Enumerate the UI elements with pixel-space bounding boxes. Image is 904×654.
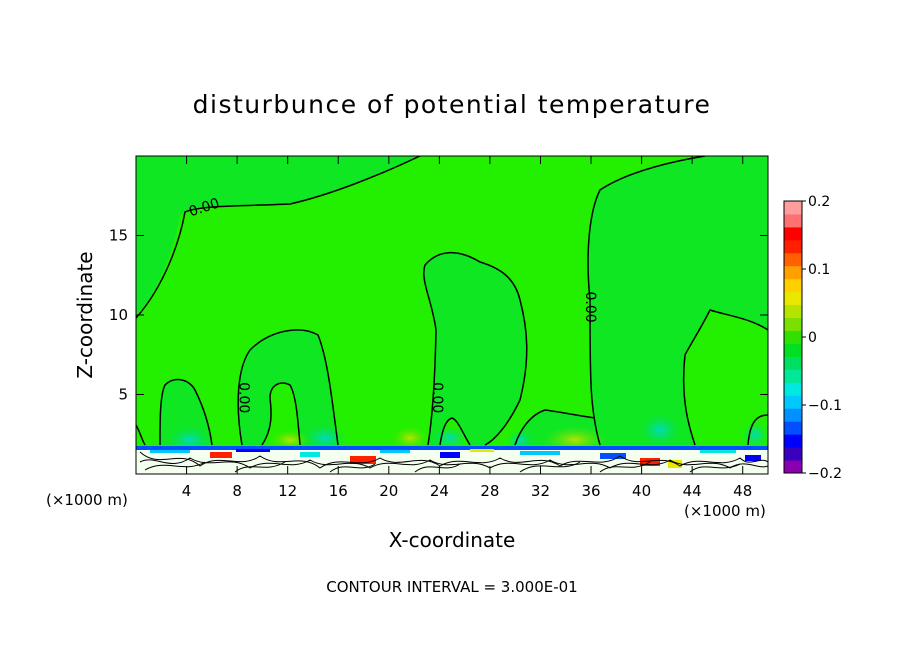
- region-tower: [423, 252, 527, 445]
- colorbar-swatch: [784, 421, 802, 435]
- colorbar-swatch: [784, 239, 802, 254]
- colorbar-tick-label: 0: [808, 330, 817, 346]
- colorbar-swatch: [784, 408, 802, 422]
- colorbar-swatch: [784, 382, 802, 396]
- y-tick-label: 5: [118, 386, 128, 404]
- x-tick-label: 12: [278, 482, 297, 500]
- x-axis-unit-left: (×1000 m): [46, 491, 128, 509]
- colorbar-tick-label: −0.2: [808, 466, 842, 482]
- colorbar-swatch: [784, 213, 802, 228]
- contour-tower-inner: [439, 417, 471, 446]
- colorbar-swatch: [784, 460, 802, 474]
- x-tick-label: 8: [232, 482, 242, 500]
- colorbar-swatch: [784, 265, 802, 280]
- x-tick-label: 16: [329, 482, 348, 500]
- contour-label: 0.00: [582, 291, 598, 322]
- glow-4: [392, 426, 428, 450]
- y-axis-label: Z-coordinate: [73, 251, 97, 378]
- region-right: [588, 156, 768, 445]
- colorbar-tick-label: −0.1: [808, 398, 842, 414]
- region-bump-2: [238, 330, 338, 445]
- contour-mid-bump: [514, 409, 596, 446]
- colorbar-swatch: [784, 304, 802, 319]
- contour-lines: [136, 156, 768, 446]
- colorbar-swatch: [784, 278, 802, 293]
- colorbar-swatch: [784, 226, 802, 241]
- glow-8: [640, 414, 680, 446]
- x-tick-label: 36: [581, 482, 600, 500]
- contour-interval-note: CONTOUR INTERVAL = 3.000E-01: [326, 578, 577, 596]
- x-axis-unit-right: (×1000 m): [684, 502, 766, 520]
- x-axis-label: X-coordinate: [389, 528, 516, 552]
- colorbar-swatch: [784, 447, 802, 461]
- y-tick-label: 15: [109, 227, 128, 245]
- chart-title: disturbunce of potential temperature: [193, 90, 712, 119]
- x-tick-label: 28: [480, 482, 499, 500]
- glow-7: [506, 430, 534, 450]
- x-tick-label: 32: [531, 482, 550, 500]
- colorbar-swatch: [784, 395, 802, 409]
- contour-bump-1: [159, 378, 213, 446]
- contour-right-lobe: [682, 309, 768, 446]
- colorbar-swatch: [784, 330, 802, 344]
- region-upper-left: [136, 156, 420, 315]
- colorbar-swatch: [784, 434, 802, 448]
- contour-bump-2: [237, 329, 339, 446]
- colorbar-swatch: [784, 317, 802, 332]
- glow-9: [741, 421, 768, 449]
- colorbar-swatches: [784, 201, 802, 474]
- x-tick-label: 4: [182, 482, 192, 500]
- contour-label: 0.00: [429, 382, 445, 413]
- y-tick-label: 10: [109, 306, 128, 324]
- colorbar-swatch: [784, 369, 802, 383]
- colorbar-tick-label: 0.1: [808, 262, 830, 278]
- surface-noise: [136, 446, 768, 473]
- contour-bump-2-inner: [261, 382, 301, 446]
- x-tick-label: 40: [632, 482, 651, 500]
- contour-label: 0.00: [236, 382, 252, 413]
- colorbar-swatch: [784, 291, 802, 306]
- colorbar-labels: 0.2 0.1 0 −0.1 −0.2: [802, 194, 842, 482]
- contour-upper-left: [136, 156, 421, 319]
- x-tick-label: 48: [733, 482, 752, 500]
- x-tick-label: 24: [430, 482, 449, 500]
- x-tick-label: 44: [683, 482, 702, 500]
- colorbar-swatch: [784, 356, 802, 370]
- contour-left-edge: [136, 424, 146, 446]
- colorbar-swatch: [784, 201, 802, 215]
- colorbar-swatch: [784, 343, 802, 357]
- glow-5: [432, 426, 468, 450]
- field-blobs: 0.000.00 0.000.00: [136, 156, 768, 474]
- x-tick-label: 20: [379, 482, 398, 500]
- colorbar: 0.2 0.1 0 −0.1 −0.2: [783, 194, 842, 482]
- colorbar-tick-label: 0.2: [808, 194, 830, 210]
- contour-right: [587, 156, 706, 446]
- contour-label-layer: 0.000.00 0.000.00: [187, 195, 598, 413]
- contour-tower: [423, 251, 528, 446]
- colorbar-swatch: [784, 252, 802, 267]
- plot-area: 0.000.00 0.000.00 4 8 12 16 20 24 28 32 36 40 44 485…: [109, 155, 769, 500]
- contour-right-edge: [747, 414, 768, 446]
